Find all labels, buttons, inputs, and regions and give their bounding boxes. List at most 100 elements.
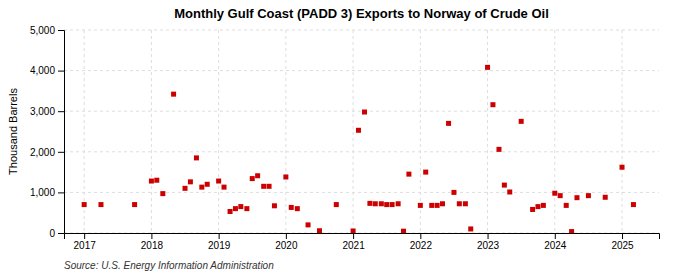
point [334, 202, 339, 207]
point [406, 172, 411, 177]
y-tick-mark [58, 111, 64, 112]
x-tick: 2021 [342, 233, 365, 251]
grid [64, 30, 659, 233]
y-axis-line [58, 31, 65, 234]
y-tick: 4,000 [30, 65, 64, 76]
grid-line-x [353, 30, 354, 233]
x-tick: 2019 [208, 233, 231, 251]
point [423, 170, 428, 175]
x-tick-mark [420, 233, 421, 239]
point [507, 189, 512, 194]
x-tick-label: 2021 [342, 240, 365, 251]
annotation: Source: U.S. Energy Information Administ… [64, 260, 274, 271]
x-tick-label: 2020 [275, 240, 298, 251]
y-tick-label: 5,000 [30, 25, 55, 36]
point [569, 229, 574, 233]
y-tick: 3,000 [30, 106, 64, 117]
point [362, 110, 367, 115]
x-tick-mark [219, 233, 220, 239]
x-tick: 2020 [275, 233, 298, 251]
x-tick: 2025 [611, 233, 634, 251]
x-axis-line [65, 234, 660, 240]
x-axis: 2017 2018 2019 2020 2021 2022 2023 2024 2025 [65, 233, 660, 251]
y-tick: 5,000 [30, 25, 64, 36]
point [306, 222, 311, 227]
point [463, 201, 468, 206]
point [351, 228, 356, 233]
point [250, 176, 255, 181]
point [451, 190, 456, 195]
point [283, 174, 288, 179]
y-tick-label: 1,000 [30, 187, 55, 198]
y-tick-label: 4,000 [30, 65, 55, 76]
point [373, 201, 378, 206]
x-tick-label: 2018 [141, 240, 164, 251]
point [574, 195, 579, 200]
x-tick-label: 2022 [410, 240, 433, 251]
y-tick: 1,000 [30, 187, 64, 198]
point [401, 229, 406, 233]
point [183, 186, 188, 191]
point [171, 92, 176, 97]
point [631, 202, 636, 207]
point [541, 203, 546, 208]
grid-line-y [64, 192, 659, 193]
grid-line-y [64, 70, 659, 71]
x-tick: 2018 [141, 233, 164, 251]
x-tick: 2023 [477, 233, 500, 251]
point [154, 178, 159, 183]
y-tick: 0 [49, 228, 64, 239]
grid-line-x [218, 30, 219, 233]
point [255, 173, 260, 178]
grid-line-y [64, 151, 659, 152]
point [228, 209, 233, 214]
point [440, 201, 445, 206]
x-tick: 2017 [74, 233, 97, 251]
grid-line-y [64, 30, 659, 31]
y-tick-mark [58, 233, 64, 234]
point [160, 191, 165, 196]
y-tick-label: 0 [49, 228, 55, 239]
point [530, 207, 535, 212]
point [586, 193, 591, 198]
point [132, 202, 137, 207]
x-tick-mark [353, 233, 354, 239]
points [82, 65, 636, 233]
y-tick-label: 3,000 [30, 106, 55, 117]
point [519, 119, 524, 124]
x-tick-mark [555, 233, 556, 239]
point [272, 203, 277, 208]
point [603, 195, 608, 200]
y-tick: 2,000 [30, 147, 64, 158]
x-tick: 2024 [544, 233, 567, 251]
grid-line-x [487, 30, 488, 233]
point [435, 203, 440, 208]
point [244, 206, 249, 211]
point [552, 191, 557, 196]
x-tick: 2022 [410, 233, 433, 251]
point [289, 205, 294, 210]
grid-line-x [622, 30, 623, 233]
point [356, 128, 361, 133]
point [205, 182, 210, 187]
x-tick-mark [622, 233, 623, 239]
x-tick-mark [488, 233, 489, 239]
grid-line-x [420, 30, 421, 233]
point [98, 202, 103, 207]
point [82, 202, 87, 207]
x-tick-label: 2024 [544, 240, 567, 251]
point [446, 121, 451, 126]
point [222, 185, 227, 190]
x-tick-mark [286, 233, 287, 239]
point [485, 65, 490, 70]
point [457, 201, 462, 206]
point [261, 184, 266, 189]
x-tick-label: 2023 [477, 240, 500, 251]
point [490, 102, 495, 107]
x-tick-mark [151, 233, 152, 239]
point [149, 179, 154, 184]
y-tick-mark [58, 30, 64, 31]
point [379, 201, 384, 206]
y-tick-mark [58, 71, 64, 72]
point [535, 204, 540, 209]
